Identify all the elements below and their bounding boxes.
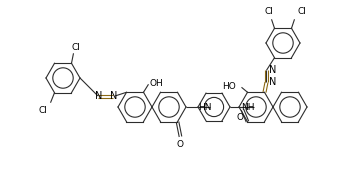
Text: NH: NH [241, 102, 255, 112]
Text: OH: OH [150, 79, 163, 88]
Text: Cl: Cl [71, 43, 80, 52]
Text: N: N [110, 91, 118, 101]
Text: O: O [237, 113, 244, 122]
Text: Cl: Cl [297, 7, 306, 16]
Text: N: N [95, 91, 103, 101]
Text: O: O [177, 140, 184, 149]
Text: N: N [269, 65, 276, 75]
Text: N: N [269, 77, 276, 87]
Text: Cl: Cl [38, 106, 47, 115]
Text: HO: HO [223, 82, 236, 91]
Text: HN: HN [198, 102, 212, 112]
Text: Cl: Cl [264, 7, 273, 16]
